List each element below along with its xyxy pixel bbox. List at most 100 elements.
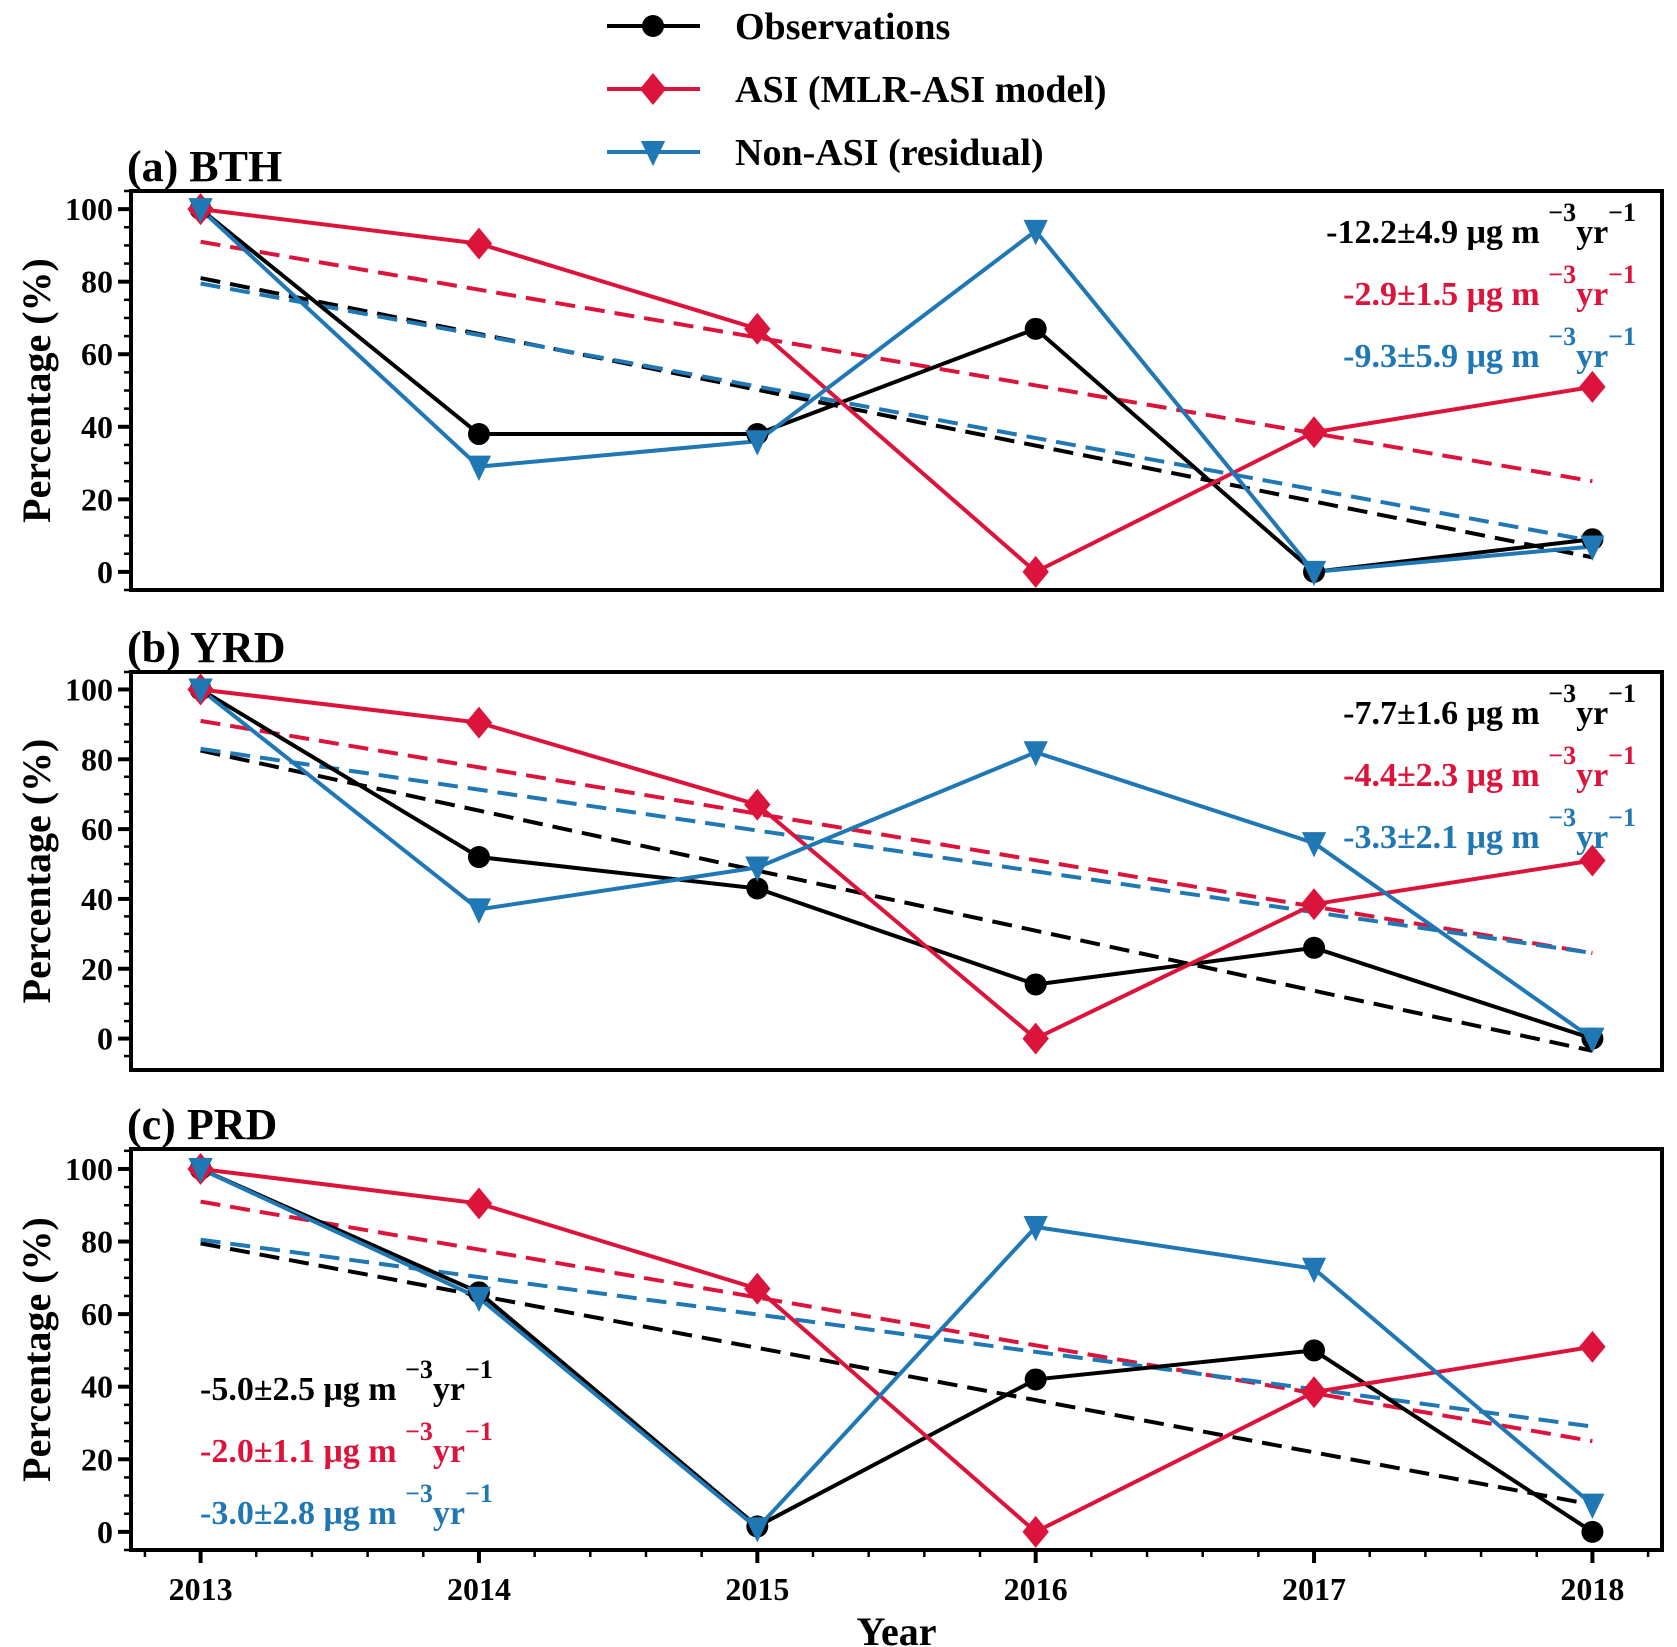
data-point-triangle-down (1580, 1493, 1605, 1519)
data-point-triangle-down (466, 898, 492, 924)
y-tick-label: 0 (97, 1514, 113, 1550)
y-tick-label: 20 (81, 1441, 113, 1477)
data-point-diamond (465, 227, 493, 260)
y-tick-label: 100 (65, 671, 113, 707)
annotation-superscript: −3 (1548, 322, 1576, 351)
y-tick-label: 80 (81, 1224, 113, 1260)
data-point-triangle-down (466, 1286, 492, 1313)
data-point-triangle-down (466, 455, 492, 481)
y-tick-label: 20 (81, 951, 113, 987)
axes-frame (129, 189, 1664, 592)
annotation-superscript: −1 (1608, 679, 1636, 708)
y-tick-label: 100 (65, 191, 113, 227)
trend-annotation: -4.4±2.3 μg m −3yr−1 (1343, 741, 1636, 794)
data-point-diamond (1300, 888, 1328, 921)
data-point-circle (746, 877, 769, 900)
series-line-diamond (200, 1166, 1593, 1534)
trend-line-circle (200, 1241, 1593, 1507)
annotation-unit: yr (1576, 819, 1608, 856)
data-point-diamond (1300, 1376, 1328, 1409)
y-tick-label: 80 (81, 264, 113, 300)
legend-label: Non-ASI (residual) (735, 132, 1044, 174)
data-point-triangle-down (745, 430, 770, 456)
annotation-superscript: −3 (1548, 679, 1576, 708)
data-point-triangle-down (1301, 832, 1327, 858)
trend-line-triangle-down (200, 1237, 1593, 1429)
data-point-diamond (1579, 844, 1606, 877)
data-point-diamond (744, 1272, 771, 1305)
annotation-unit: yr (1576, 757, 1608, 794)
trend-line-circle (200, 748, 1593, 1053)
data-point-triangle-down (1023, 741, 1048, 767)
data-point-circle (467, 423, 490, 446)
annotation-superscript: −3 (1548, 260, 1576, 289)
data-point-diamond (744, 312, 771, 345)
data-point-triangle-down (188, 1157, 213, 1184)
data-point-circle (1024, 317, 1047, 340)
trend-annotation: -7.7±1.6 μg m −3yr−1 (1343, 679, 1636, 732)
annotation-superscript: −3 (1548, 803, 1576, 832)
data-point-diamond (1022, 555, 1049, 588)
legend-item: ASI (MLR-ASI model) (607, 69, 1107, 111)
annotation-superscript: −1 (1608, 198, 1636, 227)
annotation-unit: yr (433, 1495, 465, 1532)
trend-annotation: -2.9±1.5 μg m −3yr−1 (1343, 260, 1636, 313)
panel-2: (b) YRD Percentage (%) 0 20 40 60 80 100 -7.7±1.… (14, 623, 1664, 1072)
legend-item: Non-ASI (residual) (607, 132, 1044, 174)
y-axis-label: Percentage (%) (14, 258, 59, 523)
annotation-superscript: −3 (405, 1417, 433, 1446)
y-tick-label: 60 (81, 336, 113, 372)
data-point-circle (1581, 1520, 1604, 1543)
data-point-circle (1303, 936, 1326, 959)
data-point-diamond (1022, 1022, 1049, 1055)
trend-annotation: -12.2±4.9 μg m −3yr−1 (1326, 198, 1636, 251)
data-point-diamond (744, 788, 771, 821)
data-point-triangle-down (745, 1517, 770, 1543)
annotation-unit: yr (433, 1371, 465, 1408)
annotation-superscript: −1 (465, 1355, 493, 1384)
legend-label: ASI (MLR-ASI model) (735, 69, 1107, 111)
x-tick-label: 2016 (1004, 1571, 1068, 1607)
data-point-triangle-down (1301, 1257, 1327, 1284)
y-tick-label: 60 (81, 1296, 113, 1332)
annotation-unit: yr (433, 1433, 465, 1470)
series-line-diamond (200, 207, 1593, 574)
trend-annotation: -3.3±2.1 μg m −3yr−1 (1343, 803, 1636, 856)
data-point-triangle-down (188, 198, 213, 224)
series-line-circle (199, 687, 1594, 1041)
panel-title: (a) BTH (127, 142, 282, 191)
legend-item: Observations (607, 6, 950, 48)
annotation-value: -12.2±4.9 μg m (1326, 214, 1548, 251)
series-line-triangle-down (199, 1167, 1594, 1531)
series-line-triangle-down (199, 687, 1594, 1041)
annotation-unit: yr (1576, 695, 1608, 732)
data-point-diamond (465, 706, 493, 739)
data-point-triangle-down (1023, 219, 1048, 246)
series-line-circle (199, 1167, 1594, 1534)
annotation-superscript: −1 (1608, 741, 1636, 770)
annotation-value: -2.0±1.1 μg m (200, 1433, 405, 1470)
axes-frame (129, 670, 1664, 1072)
x-tick-label: 2018 (1560, 1571, 1624, 1607)
data-point-diamond (1579, 370, 1606, 403)
annotation-value: -4.4±2.3 μg m (1343, 757, 1548, 794)
annotation-superscript: −3 (1548, 198, 1576, 227)
x-tick-label: 2015 (725, 1571, 789, 1607)
series-line-diamond (200, 687, 1593, 1041)
y-axis-label: Percentage (%) (14, 739, 59, 1004)
trend-annotation: -5.0±2.5 μg m −3yr−1 (200, 1355, 493, 1408)
y-tick-label: 40 (81, 881, 113, 917)
annotation-value: -5.0±2.5 μg m (200, 1371, 405, 1408)
annotation-value: -3.3±2.1 μg m (1343, 819, 1548, 856)
x-tick-label: 2014 (447, 1571, 511, 1607)
y-tick-label: 0 (97, 1021, 113, 1057)
panel-title: (c) PRD (127, 1100, 277, 1149)
y-tick-label: 0 (97, 554, 113, 590)
annotation-value: -3.0±2.8 μg m (200, 1495, 405, 1532)
panel-1: (a) BTH Percentage (%) 0 20 40 60 80 100 -12.2±4… (14, 142, 1664, 592)
data-point-circle (1024, 973, 1047, 996)
annotation-value: -2.9±1.5 μg m (1343, 276, 1548, 313)
data-point-triangle-down (1301, 560, 1327, 587)
data-point-triangle-down (745, 856, 770, 882)
